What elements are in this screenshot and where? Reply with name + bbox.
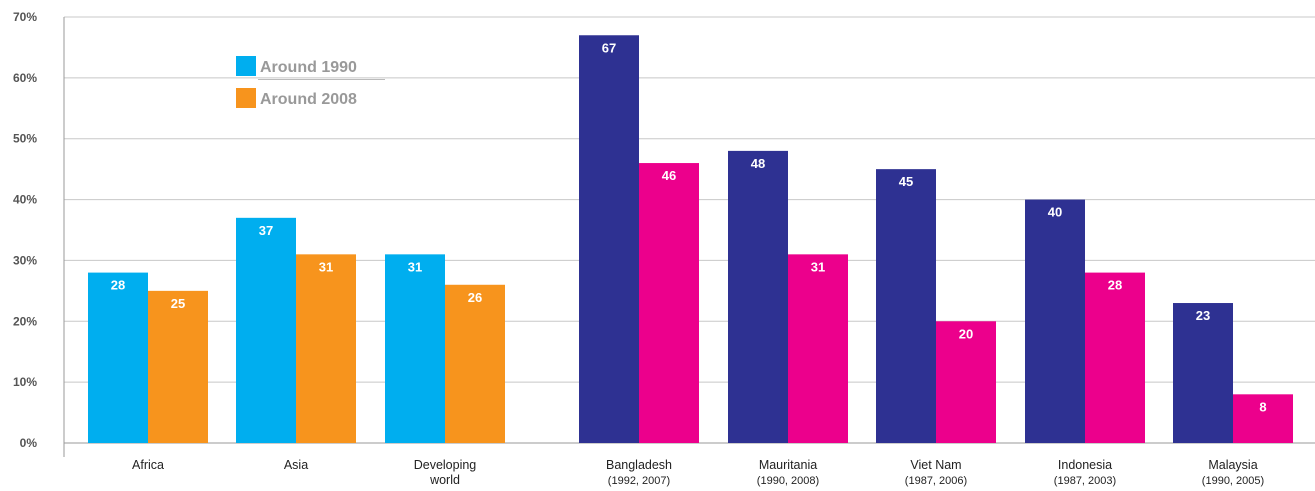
- y-tick-label: 0%: [20, 436, 38, 450]
- bar-mauritania-0: [728, 150, 788, 443]
- legend-swatch-around-2008: [236, 88, 256, 108]
- x-tick-sublabel: (1987, 2003): [1054, 475, 1116, 487]
- data-label: 45: [899, 174, 913, 189]
- bar-africa-1: [148, 290, 208, 443]
- data-label: 31: [319, 259, 333, 274]
- data-label: 20: [959, 326, 973, 341]
- data-label: 37: [259, 223, 273, 238]
- x-tick-label: Viet Nam: [910, 458, 961, 472]
- bar-developing-0: [385, 254, 445, 443]
- x-tick-label: Indonesia: [1058, 458, 1112, 472]
- x-tick-label: Malaysia: [1208, 458, 1257, 472]
- bar-indonesia-1: [1085, 272, 1145, 443]
- bar-viet-nam-0: [876, 169, 936, 443]
- data-label: 28: [1108, 278, 1122, 293]
- data-label: 48: [751, 156, 765, 171]
- y-tick-label: 60%: [13, 71, 37, 85]
- data-label: 40: [1048, 205, 1062, 220]
- bar-bangladesh-1: [639, 163, 699, 444]
- data-label: 25: [171, 296, 185, 311]
- bar-malaysia-0: [1173, 303, 1233, 443]
- bars: [88, 35, 1293, 444]
- y-tick-label: 50%: [13, 132, 37, 146]
- x-tick-sublabel: (1987, 2006): [905, 475, 967, 487]
- x-tick-sublabel: world: [429, 473, 460, 487]
- x-tick-label: Asia: [284, 458, 308, 472]
- legend-label-around-1990: Around 1990: [260, 59, 357, 76]
- data-label: 31: [811, 259, 825, 274]
- bar-africa-0: [88, 272, 148, 443]
- bar-viet-nam-1: [936, 321, 996, 443]
- bar-asia-0: [236, 217, 296, 443]
- y-axis-ticks: 0% 10% 20% 30% 40% 50% 60% 70%: [13, 10, 37, 450]
- bar-mauritania-1: [788, 254, 848, 443]
- y-tick-label: 70%: [13, 10, 37, 24]
- y-tick-label: 40%: [13, 193, 37, 207]
- data-label: 8: [1259, 399, 1266, 414]
- legend-swatch-around-1990: [236, 56, 256, 76]
- data-label: 26: [468, 290, 482, 305]
- bar-indonesia-0: [1025, 199, 1085, 443]
- legend: Around 1990 Around 2008: [236, 56, 385, 108]
- y-tick-label: 20%: [13, 314, 37, 328]
- data-label: 67: [602, 40, 616, 55]
- data-label: 23: [1196, 308, 1210, 323]
- bar-bangladesh-0: [579, 35, 639, 443]
- x-tick-label: Africa: [132, 458, 164, 472]
- legend-divider: [258, 79, 385, 80]
- y-tick-label: 10%: [13, 375, 37, 389]
- x-tick-sublabel: (1990, 2008): [757, 475, 819, 487]
- x-tick-label: Mauritania: [759, 458, 817, 472]
- x-tick-sublabel: (1992, 2007): [608, 475, 670, 487]
- data-label: 31: [408, 259, 422, 274]
- bar-asia-1: [296, 254, 356, 443]
- data-label: 28: [111, 278, 125, 293]
- data-label: 46: [662, 168, 676, 183]
- x-tick-label: Developing: [414, 458, 477, 472]
- legend-label-around-2008: Around 2008: [260, 91, 357, 108]
- data-labels: 28 25 37 31 31 26 67 46 48 31 45 20 40 28 23 8: [111, 40, 1267, 414]
- x-tick-sublabel: (1990, 2005): [1202, 475, 1264, 487]
- x-tick-label: Bangladesh: [606, 458, 672, 472]
- y-tick-label: 30%: [13, 253, 37, 267]
- bar-malaysia-1: [1233, 394, 1293, 443]
- bar-developing-1: [445, 284, 505, 443]
